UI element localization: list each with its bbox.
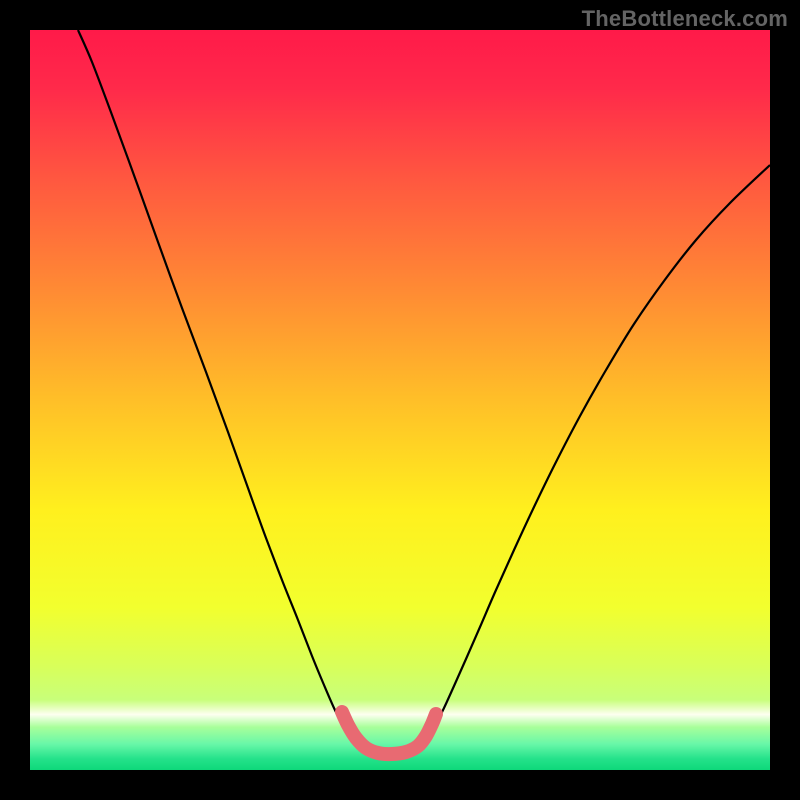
chart-svg [0, 0, 800, 800]
watermark-text: TheBottleneck.com [582, 6, 788, 32]
gradient-background [30, 30, 770, 770]
chart-container: TheBottleneck.com [0, 0, 800, 800]
